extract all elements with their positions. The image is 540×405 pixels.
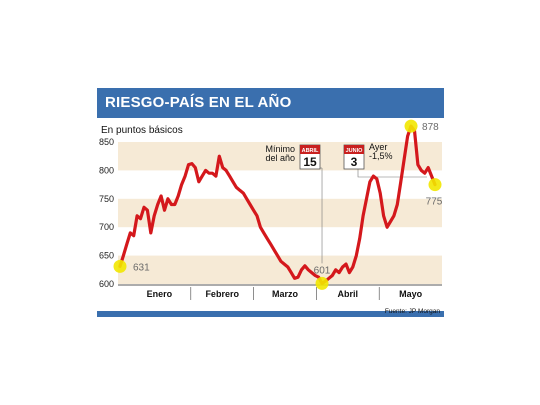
x-tick-label: Abril: [338, 289, 359, 299]
calendar-day: 15: [303, 155, 317, 169]
highlight-marker: [428, 178, 442, 192]
bottom-bar: [97, 311, 444, 317]
source-note: Fuente: JP Morgan: [385, 308, 441, 315]
series-line: [118, 124, 437, 285]
chart-header: RIESGO-PAÍS EN EL AÑO: [97, 88, 444, 118]
value-label: 631: [133, 262, 150, 273]
y-tick-label: 800: [99, 165, 114, 175]
chart-subtitle: En puntos básicos: [101, 125, 183, 136]
y-tick-label: 600: [99, 279, 114, 289]
annotation-change: -1,5%: [369, 151, 393, 161]
leader-line: [357, 168, 427, 178]
value-label: 878: [422, 122, 439, 133]
chart-title: RIESGO-PAÍS EN EL AÑO: [105, 94, 292, 111]
highlight-marker: [404, 119, 418, 133]
annotation-label: Ayer: [369, 142, 387, 152]
calendar-day: 3: [351, 155, 358, 169]
value-label: 601: [314, 265, 331, 276]
y-tick-label: 650: [99, 251, 114, 261]
annotation-label: Mínimo: [265, 144, 295, 154]
chart-frame: RIESGO-PAÍS EN EL AÑO: [97, 88, 444, 317]
highlight-marker: [113, 259, 127, 273]
y-tick-label: 850: [99, 137, 114, 147]
x-tick-label: Enero: [147, 289, 173, 299]
value-label: 775: [426, 197, 443, 208]
band: [118, 142, 442, 171]
x-tick-label: Marzo: [272, 289, 299, 299]
highlight-marker: [315, 276, 329, 290]
x-tick-label: Mayo: [399, 289, 423, 299]
background-bands: [118, 142, 442, 284]
calendar-top: [300, 145, 320, 154]
y-tick-label: 700: [99, 222, 114, 232]
y-axis: 600 650 700 750 800 850: [99, 137, 114, 289]
annotation-label: del año: [265, 153, 295, 163]
x-tick-label: Febrero: [205, 289, 239, 299]
calendar-month: JUNIO: [346, 148, 364, 154]
y-tick-label: 750: [99, 194, 114, 204]
calendar-top: [344, 145, 364, 154]
highlight-markers: [113, 119, 442, 290]
x-axis: Enero Febrero Marzo Abril Mayo: [118, 284, 442, 300]
calendar-month: ABRIL: [302, 148, 319, 154]
